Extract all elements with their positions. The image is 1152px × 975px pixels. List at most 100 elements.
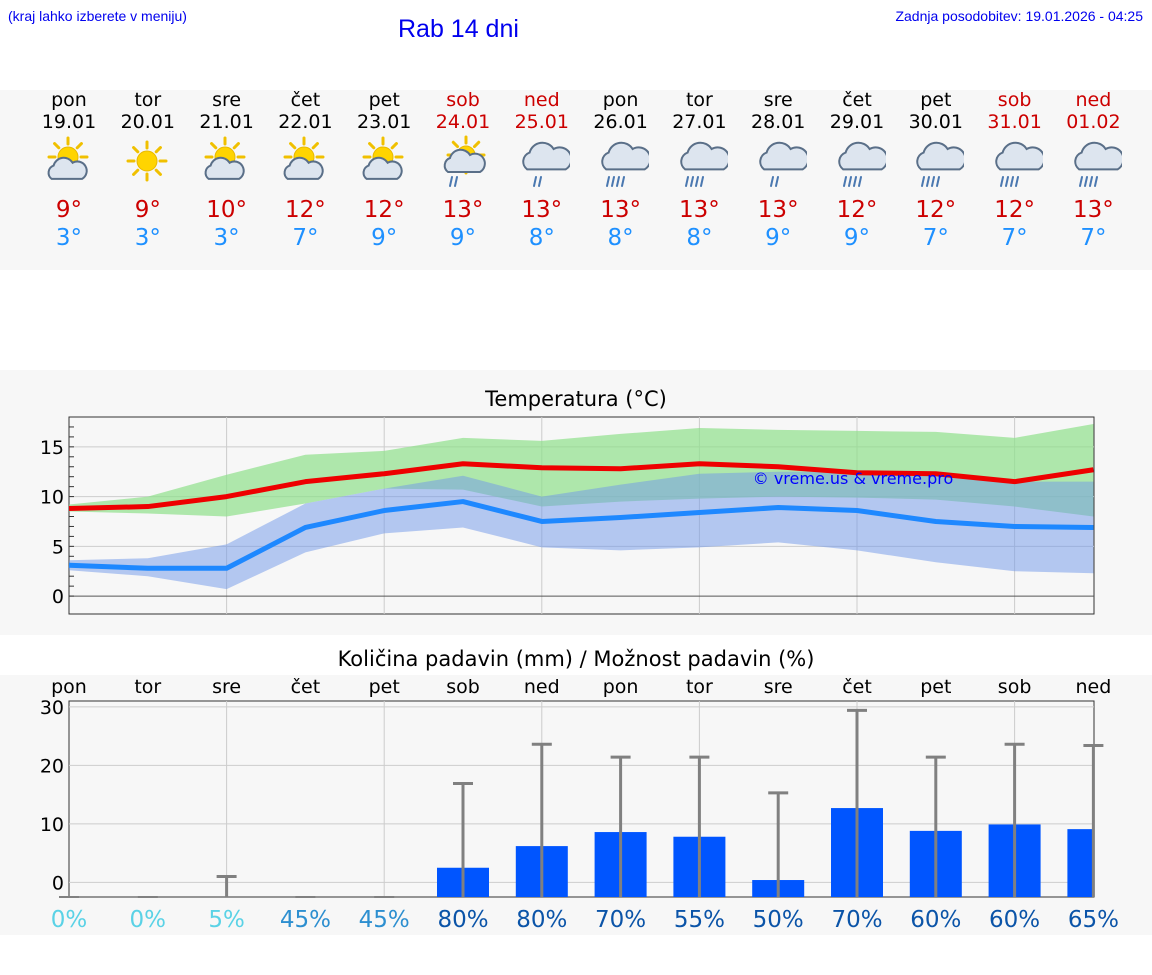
cloud-shape xyxy=(362,156,403,180)
cloud-heavy-rain-icon xyxy=(601,141,650,187)
cloud-shape xyxy=(283,156,324,180)
day-name: čet xyxy=(290,89,321,111)
cloud-shape xyxy=(680,141,728,171)
min-temp: 9° xyxy=(765,225,792,251)
cloud-shape xyxy=(601,141,650,171)
day-name: tor xyxy=(685,89,713,111)
max-temp: 13° xyxy=(521,197,563,223)
cloud-rain-icon xyxy=(758,141,807,187)
day-date: 29.01 xyxy=(829,111,885,133)
sun-ray xyxy=(232,142,241,150)
day-name: sre xyxy=(763,89,793,111)
min-temp: 9° xyxy=(371,225,398,251)
rain-drop xyxy=(694,176,699,187)
day-date: 28.01 xyxy=(750,111,806,133)
rain-drop xyxy=(606,176,611,187)
cloud-shape xyxy=(522,141,571,171)
cloud-heavy-rain-icon xyxy=(1074,141,1122,187)
sun-cloud-icon xyxy=(283,136,325,180)
cloud-heavy-rain-icon xyxy=(837,141,886,187)
day-name: sob xyxy=(446,89,480,111)
max-temp: 13° xyxy=(442,197,484,223)
weather-icon xyxy=(601,141,650,187)
rain-drop xyxy=(611,176,616,187)
cloud-heavy-rain-icon xyxy=(680,141,728,187)
min-temp: 9° xyxy=(449,225,477,251)
min-temp: 8° xyxy=(607,225,634,251)
sun-cloud-icon xyxy=(204,136,246,180)
rain-drop xyxy=(453,176,458,187)
weather-icon xyxy=(283,136,325,180)
weather-icon xyxy=(126,140,168,182)
sun-ray xyxy=(390,142,398,150)
sun-ray xyxy=(154,168,163,176)
rain-drop xyxy=(1078,176,1083,187)
day-name: sob xyxy=(997,89,1032,111)
rain-drop xyxy=(931,176,936,187)
precipitation-chart-title: Količina padavin (mm) / Možnost padavin … xyxy=(337,647,815,671)
cloud-shape xyxy=(47,156,88,180)
day-date: 20.01 xyxy=(120,111,175,133)
rain-drop xyxy=(769,176,774,187)
day-date: 22.01 xyxy=(278,111,333,133)
sun-ray xyxy=(132,146,140,154)
cloud-shape xyxy=(443,148,486,173)
rain-drop xyxy=(689,176,694,187)
weather-icon xyxy=(522,141,571,187)
day-date: 27.01 xyxy=(672,111,727,133)
location-hint[interactable]: (kraj lahko izberete v meniju) xyxy=(8,8,187,24)
min-temp: 3° xyxy=(55,225,83,251)
rain-drop xyxy=(1010,176,1015,187)
max-temp: 13° xyxy=(1073,197,1114,223)
day-date: 24.01 xyxy=(435,111,491,133)
rain-drop xyxy=(621,176,626,187)
max-temp: 12° xyxy=(836,197,878,223)
rain-drop xyxy=(1000,176,1005,187)
sun-ray xyxy=(210,142,218,150)
sun-ray xyxy=(451,140,459,149)
weather-icon xyxy=(362,136,404,180)
rain-drop xyxy=(1015,176,1020,187)
rain-drop xyxy=(774,176,779,187)
max-temp: 13° xyxy=(757,197,799,223)
rain-drop xyxy=(448,176,453,187)
min-temp: 7° xyxy=(292,225,319,251)
temperature-chart-title: Temperatura (°C) xyxy=(485,387,667,411)
rain-drop xyxy=(936,176,941,187)
sun-ray xyxy=(288,142,297,150)
cloud-shape xyxy=(204,156,245,180)
sun-cloud-icon xyxy=(362,136,404,180)
rain-drop xyxy=(533,176,538,187)
min-temp: 7° xyxy=(1001,225,1028,251)
sun-ray xyxy=(75,142,83,150)
day-name: sre xyxy=(212,89,242,111)
rain-drop xyxy=(852,176,857,187)
max-temp: 13° xyxy=(600,197,641,223)
max-temp: 12° xyxy=(363,197,405,223)
day-name: ned xyxy=(523,89,560,111)
sun-cloud-icon xyxy=(47,136,88,180)
rain-drop xyxy=(1005,176,1010,187)
day-date: 01.02 xyxy=(1066,111,1121,133)
min-temp: 7° xyxy=(1080,225,1107,251)
max-temp: 10° xyxy=(206,197,247,223)
day-date: 23.01 xyxy=(356,111,412,133)
precipitation-band xyxy=(0,675,1152,935)
rain-drop xyxy=(684,176,689,187)
day-name: pet xyxy=(368,89,400,111)
day-date: 30.01 xyxy=(908,111,963,133)
day-date: 25.01 xyxy=(514,111,569,133)
weather-icon xyxy=(995,141,1044,187)
weather-icon xyxy=(1074,141,1122,187)
day-date: 26.01 xyxy=(593,111,648,133)
cloud-heavy-rain-icon xyxy=(916,141,965,187)
day-name: ned xyxy=(1075,89,1112,111)
sun-ray xyxy=(311,142,319,150)
rain-drop xyxy=(847,176,852,187)
day-name: pet xyxy=(920,89,952,111)
cloud-rain-icon xyxy=(522,141,571,187)
min-temp: 8° xyxy=(686,225,713,251)
sun-cloud-rain-icon xyxy=(443,135,486,187)
last-updated: Zadnja posodobitev: 19.01.2026 - 04:25 xyxy=(895,8,1143,24)
weather-icon xyxy=(916,141,965,187)
